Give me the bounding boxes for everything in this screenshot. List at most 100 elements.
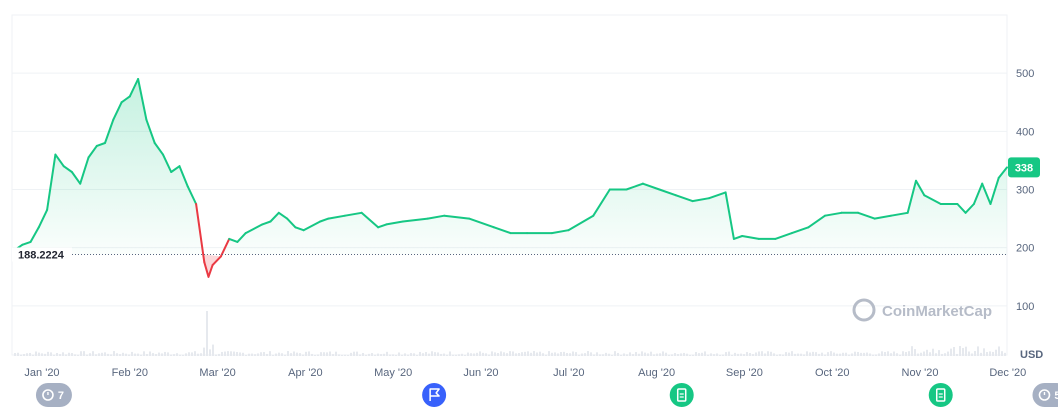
volume-bar	[1004, 352, 1006, 356]
volume-bar	[617, 352, 619, 356]
volume-bar	[155, 354, 157, 356]
price-line-segment	[294, 226, 305, 232]
volume-bar	[836, 353, 838, 356]
current-price-value: 338	[1015, 162, 1033, 174]
volume-bar	[341, 354, 343, 356]
volume-bar	[125, 353, 127, 356]
event-badge-circle[interactable]	[422, 383, 447, 407]
unit-label: USD	[1020, 349, 1043, 361]
volume-bar	[248, 353, 250, 356]
volume-bar	[722, 354, 724, 356]
x-tick-label: Oct '20	[815, 367, 850, 379]
price-line-segment	[302, 220, 322, 232]
volume-bar	[656, 353, 658, 356]
volume-bar	[692, 354, 694, 356]
volume-bar	[983, 348, 985, 356]
price-line	[13, 78, 1008, 278]
volume-bar	[941, 353, 943, 356]
current-price-background	[1008, 157, 1040, 178]
volume-bar	[26, 353, 28, 356]
price-line-segment	[112, 101, 123, 121]
volume-bar	[77, 354, 79, 356]
price-line-segment	[62, 165, 73, 173]
event-marker[interactable]	[928, 383, 953, 407]
volume-bar	[134, 353, 136, 356]
volume-bar	[101, 352, 103, 356]
volume-bar	[818, 353, 820, 356]
volume-bar	[713, 354, 715, 356]
volume-bar	[179, 354, 181, 356]
volume-bar	[677, 353, 679, 356]
event-marker[interactable]: 7	[35, 383, 72, 407]
volume-bar	[554, 352, 556, 356]
volume-bar	[53, 354, 55, 356]
event-marker[interactable]	[669, 383, 694, 407]
volume-bar	[377, 353, 379, 356]
event-marker[interactable]: 5	[1032, 383, 1058, 407]
volume-bar	[809, 352, 811, 356]
volume-bar	[971, 353, 973, 356]
volume-bar	[827, 352, 829, 356]
event-badge-circle[interactable]	[669, 383, 694, 407]
volume-bar	[251, 353, 253, 356]
volume-bar	[815, 352, 817, 356]
volume-bar	[389, 354, 391, 356]
volume-bar	[374, 354, 376, 356]
flag-icon	[429, 388, 440, 401]
volume-bar	[443, 353, 445, 356]
price-line-segment	[741, 235, 760, 240]
volume-bar	[305, 351, 307, 356]
volume-bar	[914, 349, 916, 356]
y-tick-label: 100	[1016, 301, 1034, 313]
volume-bar	[662, 351, 664, 356]
volume-bar	[269, 351, 271, 356]
price-line-segment	[691, 197, 711, 203]
volume-bar	[911, 346, 913, 356]
volume-bar	[440, 353, 442, 356]
x-tick-label: May '20	[374, 367, 412, 379]
volume-bar	[383, 353, 385, 356]
volume-bar	[539, 351, 541, 356]
event-badge-pill[interactable]	[35, 383, 72, 407]
price-line-segment	[964, 203, 975, 214]
y-tick-label: 300	[1016, 185, 1034, 197]
price-line-segment	[46, 153, 57, 211]
volume-bar	[908, 351, 910, 356]
volume-bar	[56, 353, 58, 356]
volume-bar	[665, 352, 667, 356]
price-line-segment	[21, 240, 32, 246]
volume-bar	[212, 344, 214, 356]
price-line-segment	[774, 232, 793, 240]
volume-bar	[716, 353, 718, 356]
event-badge-circle[interactable]	[928, 383, 953, 407]
event-badge-pill[interactable]	[1032, 383, 1058, 407]
volume-bar	[686, 353, 688, 356]
price-line-segment	[567, 214, 595, 232]
price-line-segment	[120, 95, 131, 104]
volume-bar	[35, 351, 37, 356]
volume-bar	[263, 352, 265, 356]
volume-bar	[521, 352, 523, 356]
volume-bar	[434, 352, 436, 356]
volume-bar	[788, 352, 790, 356]
baseline-label-background	[12, 247, 72, 262]
volume-bar	[50, 352, 52, 356]
volume-bar	[335, 351, 337, 356]
baseline-value-label: 188.2224	[18, 250, 65, 262]
volume-bar	[893, 351, 895, 356]
event-marker[interactable]	[422, 383, 447, 407]
price-line-segment	[724, 191, 735, 240]
x-tick-label: Jun '20	[463, 367, 498, 379]
volume-bar	[905, 352, 907, 356]
volume-bar	[524, 351, 526, 356]
volume-bar	[794, 353, 796, 356]
volume-bar	[719, 354, 721, 356]
volume-bar	[197, 353, 199, 356]
volume-bar	[299, 353, 301, 356]
volume-bar	[143, 351, 145, 356]
volume-bar	[254, 354, 256, 356]
volume-bar	[536, 352, 538, 356]
x-tick-label: Feb '20	[112, 367, 148, 379]
